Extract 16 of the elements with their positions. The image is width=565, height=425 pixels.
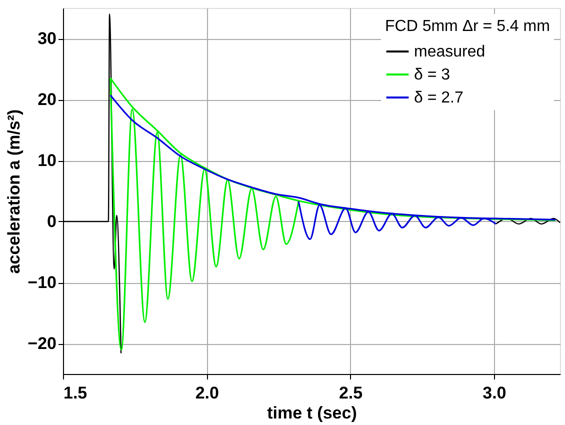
y-tick-label: −10 xyxy=(28,273,56,292)
x-tick-label: 2.5 xyxy=(338,384,363,402)
legend-label: δ = 2.7 xyxy=(414,90,464,106)
y-tick-label: 0 xyxy=(47,212,56,231)
x-axis-title: time t (sec) xyxy=(267,404,357,422)
y-tick-label: 10 xyxy=(38,151,56,170)
y-tick-label: 30 xyxy=(38,29,56,48)
legend-label: measured xyxy=(414,44,486,60)
y-axis-title: acceleration a (m/s²) xyxy=(4,109,24,274)
y-tick-label: −20 xyxy=(28,334,56,353)
x-tick-label: 3.0 xyxy=(482,384,506,402)
y-tick-label: 20 xyxy=(38,90,56,109)
legend-title: FCD 5mm Δr = 5.4 mm xyxy=(385,18,550,35)
x-tick-label: 1.5 xyxy=(64,384,88,402)
legend-label: δ = 3 xyxy=(414,66,450,84)
x-tick-label: 2.0 xyxy=(195,384,219,402)
